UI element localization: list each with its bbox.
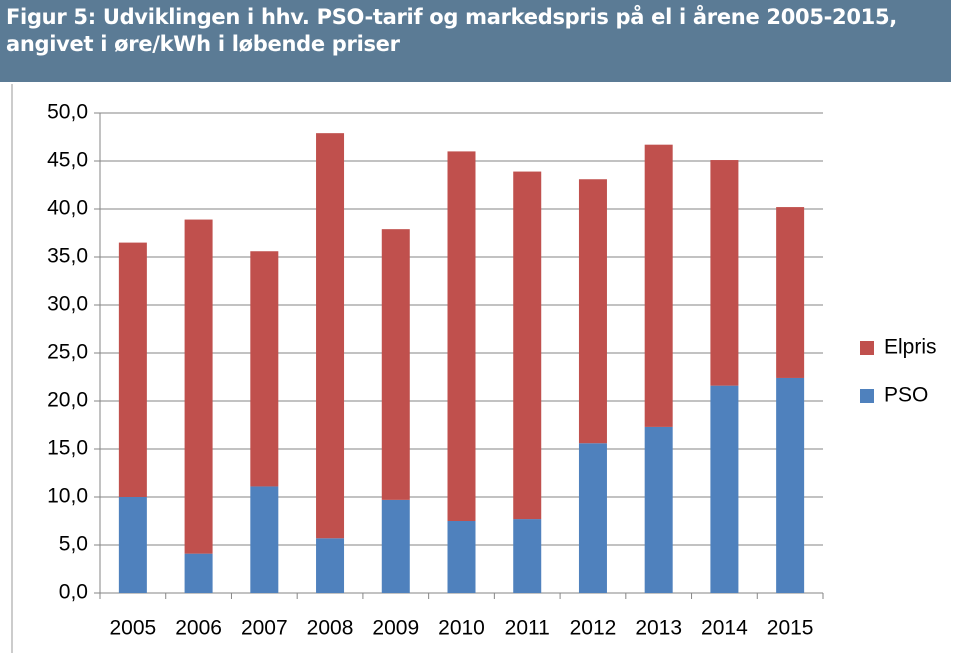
bar: [776, 207, 805, 378]
bar: [184, 553, 213, 593]
bar: [513, 171, 542, 520]
x-tick-label: 2008: [307, 617, 354, 640]
bar: [447, 151, 476, 521]
legend-swatch: [860, 341, 874, 355]
y-tick-label: 30,0: [47, 293, 88, 316]
x-tick-label: 2005: [110, 617, 157, 640]
x-tick-label: 2013: [635, 617, 682, 640]
bar: [184, 219, 213, 554]
legend-swatch: [860, 389, 874, 403]
legend-label: PSO: [884, 384, 928, 407]
x-tick-label: 2007: [241, 617, 288, 640]
x-tick-label: 2006: [175, 617, 222, 640]
y-tick-label: 35,0: [47, 245, 88, 268]
bar: [710, 160, 739, 386]
bar: [381, 229, 410, 500]
bar: [250, 251, 279, 487]
bar: [381, 499, 410, 593]
bar: [118, 242, 147, 497]
y-tick-label: 10,0: [47, 485, 88, 508]
bar: [250, 486, 279, 593]
x-tick-label: 2014: [701, 617, 748, 640]
bar: [644, 144, 673, 427]
chart-title: Figur 5: Udviklingen i hhv. PSO-tarif og…: [0, 0, 951, 82]
y-tick-label: 15,0: [47, 437, 88, 460]
y-tick-label: 40,0: [47, 197, 88, 220]
x-tick-label: 2009: [372, 617, 419, 640]
bar: [316, 538, 345, 593]
bar: [316, 133, 345, 539]
bar: [578, 179, 607, 444]
bar: [447, 521, 476, 593]
bar: [118, 497, 147, 593]
y-tick-label: 20,0: [47, 389, 88, 412]
x-tick-label: 2015: [767, 617, 814, 640]
y-tick-label: 5,0: [59, 533, 88, 556]
y-tick-label: 25,0: [47, 341, 88, 364]
y-tick-label: 45,0: [47, 149, 88, 172]
y-tick-label: 50,0: [47, 101, 88, 124]
bar: [710, 385, 739, 593]
x-tick-label: 2010: [438, 617, 485, 640]
bar: [578, 443, 607, 593]
legend-label: Elpris: [884, 336, 937, 359]
x-tick-label: 2012: [570, 617, 617, 640]
bar: [513, 519, 542, 593]
bar: [776, 377, 805, 593]
x-tick-label: 2011: [505, 617, 550, 640]
y-tick-label: 0,0: [59, 581, 88, 604]
bar: [644, 426, 673, 593]
